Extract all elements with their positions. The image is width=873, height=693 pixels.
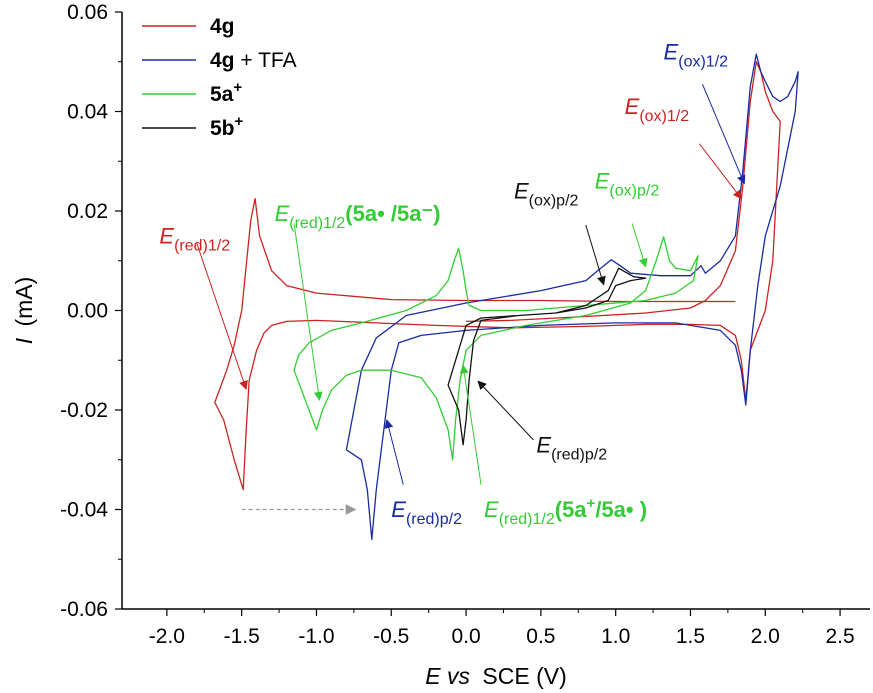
legend-label: 4g [210, 15, 235, 38]
annotation-sub: (ox)p/2 [609, 183, 659, 200]
annotation-eredp2-5b-arrow [477, 380, 534, 441]
x-axis-title-unit: SCE (V) [482, 663, 566, 689]
y-axis-title-italic: I [11, 337, 37, 344]
legend-label-sup: + [235, 113, 244, 130]
y-tick-label: -0.02 [60, 399, 108, 422]
x-axis-title-italic: E vs [425, 663, 470, 689]
y-tick-label: 0.02 [67, 200, 108, 223]
annotation-sub: (ox)1/2 [639, 108, 689, 125]
annotation-ered12-4g: E(red)1/2 [159, 223, 230, 254]
annotation-layer: E(red)1/2E(red)1/2(5a• /5a⁻)E(red)1/2(5a… [159, 39, 746, 528]
y-tick-label: 0.04 [67, 101, 108, 124]
series-line-5b- [447, 267, 647, 446]
legend-label-main: 4g [210, 15, 235, 38]
series-line-5a- [293, 236, 699, 461]
annotation-eoxp2-5a-arrow [631, 223, 648, 268]
x-axis-title: E vs SCE (V) [425, 663, 566, 689]
legend-label-sup: + [233, 79, 242, 96]
annotation-base: E [484, 497, 499, 522]
annotation-ered12-5a-cation: E(red)1/2(5a+/5a• ) [484, 495, 647, 528]
annotation-ered12-5a-cation-arrow [459, 364, 482, 485]
x-tick-label: 2.0 [751, 625, 780, 648]
series-layer [214, 53, 799, 541]
annotation-eox12-4g-tfa-arrow [701, 83, 746, 185]
y-tick-label: 0.06 [67, 1, 108, 24]
x-tick-label: 1.5 [676, 625, 705, 648]
y-tick-label: -0.04 [60, 499, 108, 522]
annotation-ered12-5a-radical: E(red)1/2(5a• /5a⁻) [275, 201, 441, 232]
annotation-eox12-4g-tfa: E(ox)1/2 [664, 39, 729, 70]
annotation-base: E [664, 39, 679, 64]
annotation-base: E [275, 201, 290, 226]
legend-label-main: 5a [210, 83, 234, 106]
series-line-4g [214, 61, 781, 491]
x-tick-label: 1.0 [601, 625, 630, 648]
annotation-sub: (red)1/2 [174, 237, 230, 254]
x-tick-label: -2.0 [149, 625, 185, 648]
annotation-extra: (5a• /5a⁻) [345, 201, 440, 226]
annotation-sub: (ox)1/2 [678, 53, 728, 70]
annotation-eoxp2-5b: E(ox)p/2 [514, 179, 579, 210]
annotation-eredp2-4g-tfa: E(red)p/2 [391, 497, 462, 528]
y-axis-title-unit: (mA) [11, 277, 37, 327]
series-line-4g-tfa [345, 53, 799, 541]
annotation-eredp2-5b: E(red)p/2 [536, 432, 607, 463]
legend-label-main: 5b [210, 117, 235, 140]
y-tick-label: 0.00 [67, 300, 108, 323]
annotation-base: E [514, 179, 529, 204]
annotation-extra-tail: /5a• ) [595, 497, 647, 522]
annotation-sub: (ox)p/2 [529, 193, 579, 210]
x-tick-label: 0.0 [451, 625, 480, 648]
y-tick-label: -0.06 [60, 598, 108, 621]
annotation-ered12-4g-arrow [196, 243, 248, 390]
annotation-base: E [595, 169, 610, 194]
annotation-extra: (5a [555, 497, 588, 522]
annotation-eox12-4g: E(ox)1/2 [625, 94, 690, 125]
annotation-extra-sup: + [587, 495, 596, 512]
annotation-base: E [536, 432, 551, 457]
annotation-eoxp2-5a: E(ox)p/2 [595, 169, 660, 200]
legend-label-suffix: + TFA [235, 49, 297, 72]
annotation-base: E [159, 223, 174, 248]
annotation-base: E [391, 497, 406, 522]
y-axis-title: I (mA) [11, 277, 37, 345]
legend-label: 4g + TFA [210, 49, 297, 72]
annotation-eoxp2-5b-arrow [585, 224, 606, 286]
legend-label: 5b+ [210, 113, 244, 140]
x-tick-label: -0.5 [373, 625, 409, 648]
annotation-sub: (red)1/2 [499, 511, 555, 528]
annotation-base: E [625, 94, 640, 119]
legend-label: 5a+ [210, 79, 242, 106]
annotation-eox12-4g-arrow [699, 143, 742, 200]
legend-label-main: 4g [210, 49, 235, 72]
annotation-sub: (red)p/2 [551, 446, 607, 463]
x-tick-label: -1.0 [298, 625, 334, 648]
x-tick-label: 0.5 [526, 625, 555, 648]
x-tick-label: -1.5 [224, 625, 260, 648]
x-tick-label: 2.5 [825, 625, 854, 648]
annotation-eredp2-4g-tfa-arrow [384, 419, 404, 485]
annotation-ered12-5a-radical-arrow [293, 223, 323, 401]
annotation-sub: (red)p/2 [406, 511, 462, 528]
axes-layer: -2.0 -1.5 -1.0 -0.5 0.0 0.5 1.0 1.5 2.0 2.5 -0.06 -… [60, 1, 855, 648]
annotation-sub: (red)1/2 [289, 215, 345, 232]
